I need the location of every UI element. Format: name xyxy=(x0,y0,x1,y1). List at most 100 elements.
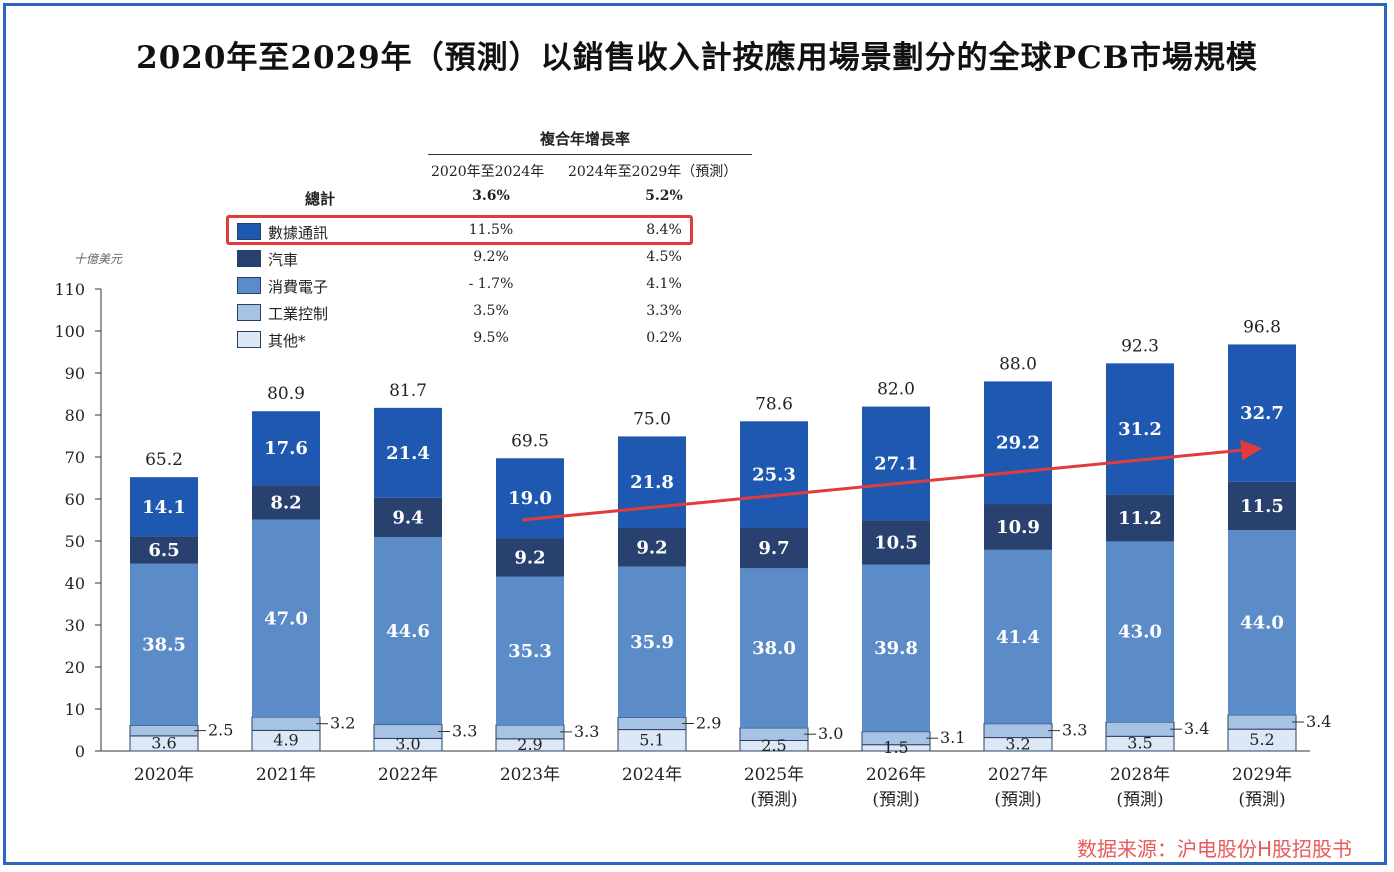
cagr-row-name: 其他* xyxy=(268,332,306,350)
cagr-value-2020-2024: 9.5% xyxy=(473,330,509,346)
bar-segment xyxy=(984,381,1052,505)
cagr-row-name: 工業控制 xyxy=(268,305,329,323)
bar-segment xyxy=(862,520,930,565)
y-tick-label: 90 xyxy=(65,364,85,383)
source-note: 数据来源：沪电股份H股招股书 xyxy=(1076,837,1352,861)
segment-value-label: 2.9 xyxy=(517,735,542,754)
segment-value-label: 21.4 xyxy=(386,443,430,464)
cagr-row-name: 消費電子 xyxy=(268,278,329,296)
x-tick-label: 2027年 xyxy=(988,765,1048,785)
bar-segment xyxy=(374,407,442,498)
legend-swatch xyxy=(237,277,261,294)
y-tick-label: 70 xyxy=(65,448,85,467)
bar-segment xyxy=(617,716,687,731)
x-tick-label: 2024年 xyxy=(622,765,682,785)
bar-segment xyxy=(740,527,808,569)
bar-total-label: 65.2 xyxy=(145,450,183,470)
bar-segment xyxy=(251,716,321,731)
y-tick-label: 10 xyxy=(65,700,85,719)
cagr-value-2024-2029: 4.1% xyxy=(646,276,682,292)
bar-segment xyxy=(862,564,930,732)
segment-value-label: 3.2 xyxy=(330,714,355,733)
segment-value-label: 19.0 xyxy=(508,488,552,509)
bar-total-label: 82.0 xyxy=(877,380,915,400)
segment-value-label: 31.2 xyxy=(1118,419,1162,440)
segment-value-label: 5.1 xyxy=(639,730,664,749)
bar-segment xyxy=(618,566,686,718)
bar-total-label: 75.0 xyxy=(633,409,671,429)
segment-value-label: 38.0 xyxy=(752,638,796,659)
segment-value-label: 5.2 xyxy=(1249,730,1274,749)
segment-value-label: 39.8 xyxy=(874,638,918,659)
segment-value-label: 3.4 xyxy=(1184,719,1209,738)
segment-value-label: 43.0 xyxy=(1118,622,1162,643)
cagr-col2-header: 2024年至2029年（預測） xyxy=(568,164,738,180)
bar-segment xyxy=(1106,494,1174,542)
cagr-value-2024-2029: 8.4% xyxy=(646,222,682,238)
bar-segment xyxy=(1228,481,1296,531)
cagr-row-name: 數據通訊 xyxy=(268,224,329,242)
legend-swatch xyxy=(237,223,261,240)
segment-value-label: 6.5 xyxy=(148,540,179,561)
segment-value-label: 9.2 xyxy=(514,547,545,568)
cagr-value-2024-2029: 5.2% xyxy=(645,188,683,204)
y-tick-label: 50 xyxy=(65,532,85,551)
unit-label: 十億美元 xyxy=(74,252,123,266)
segment-value-label: 29.2 xyxy=(996,433,1040,454)
bar-segment xyxy=(252,485,320,520)
bar-segment xyxy=(496,538,564,577)
bar-segment xyxy=(374,537,442,725)
bar-segment xyxy=(130,536,198,564)
x-tick-label: 2020年 xyxy=(134,765,194,785)
cagr-value-2020-2024: 3.6% xyxy=(472,188,510,204)
legend-swatch xyxy=(237,250,261,267)
segment-value-label: 14.1 xyxy=(142,497,186,518)
segment-value-label: 3.3 xyxy=(574,722,599,741)
cagr-value-2020-2024: 9.2% xyxy=(473,249,509,265)
y-tick-label: 80 xyxy=(65,406,85,425)
cagr-value-2024-2029: 0.2% xyxy=(646,330,682,346)
segment-value-label: 44.6 xyxy=(386,621,430,642)
segment-value-label: 35.3 xyxy=(508,641,552,662)
x-tick-label: (預測) xyxy=(872,790,919,810)
segment-value-label: 2.5 xyxy=(208,721,233,740)
cagr-row-name: 總計 xyxy=(305,190,336,208)
segment-value-label: 9.4 xyxy=(392,507,423,528)
chart-frame xyxy=(3,3,1387,865)
bar-segment xyxy=(374,497,442,538)
x-tick-label: (預測) xyxy=(994,790,1041,810)
bar-total-label: 92.3 xyxy=(1121,336,1159,356)
cagr-rule xyxy=(428,154,752,155)
bar-total-label: 69.5 xyxy=(511,431,549,451)
segment-value-label: 3.6 xyxy=(151,733,176,752)
bar-segment xyxy=(1227,714,1297,730)
x-tick-label: (預測) xyxy=(1238,790,1285,810)
y-tick-label: 110 xyxy=(54,280,85,299)
segment-value-label: 3.3 xyxy=(452,721,477,740)
segment-value-label: 25.3 xyxy=(752,464,796,485)
segment-value-label: 10.9 xyxy=(996,517,1040,538)
bar-segment xyxy=(252,411,320,486)
segment-value-label: 3.5 xyxy=(1127,734,1152,753)
bar-segment xyxy=(130,477,198,537)
chart-title: 2020年至2029年（預測）以銷售收入計按應用場景劃分的全球PCB市場規模 xyxy=(136,40,1258,76)
x-tick-label: (預測) xyxy=(750,790,797,810)
bar-segment xyxy=(740,421,808,528)
x-tick-label: (預測) xyxy=(1116,790,1163,810)
legend-swatch xyxy=(237,331,261,348)
legend-swatch xyxy=(237,304,261,321)
segment-value-label: 3.2 xyxy=(1005,734,1030,753)
segment-value-label: 9.2 xyxy=(636,537,667,558)
segment-value-label: 8.2 xyxy=(270,492,301,513)
y-tick-label: 60 xyxy=(65,490,85,509)
segment-value-label: 27.1 xyxy=(874,454,918,475)
x-tick-label: 2028年 xyxy=(1110,765,1170,785)
bar-segment xyxy=(496,458,564,539)
x-tick-label: 2022年 xyxy=(378,765,438,785)
cagr-value-2020-2024: 3.5% xyxy=(473,303,509,319)
segment-value-label: 32.7 xyxy=(1240,403,1284,424)
x-tick-label: 2029年 xyxy=(1232,765,1292,785)
bar-segment xyxy=(862,406,930,521)
segment-value-label: 17.6 xyxy=(264,438,308,459)
